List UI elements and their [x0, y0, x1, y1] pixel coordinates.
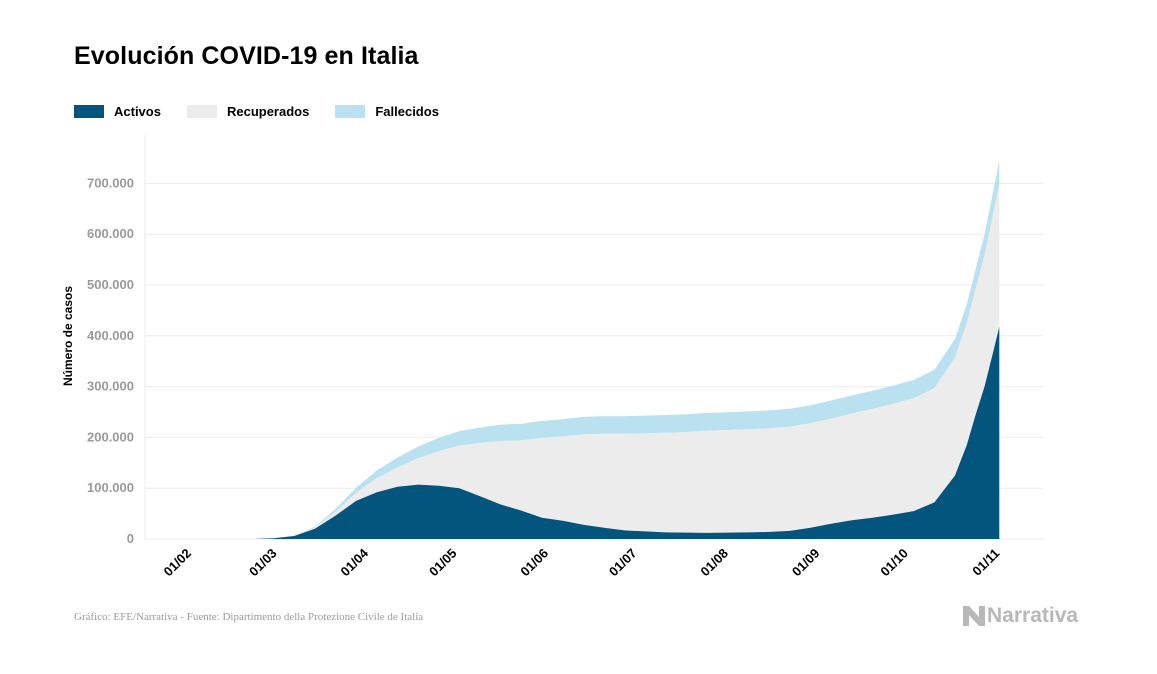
y-tick-label: 0: [127, 531, 134, 546]
y-axis-title: Número de casos: [61, 286, 75, 386]
x-tick-label: 01/11: [969, 546, 1002, 579]
chart-title: Evolución COVID-19 en Italia: [74, 42, 419, 70]
brand-name: Narrativa: [987, 604, 1079, 627]
legend-swatch-fallecidos: [335, 105, 366, 118]
legend-item-recuperados: Recuperados: [186, 104, 310, 119]
legend-label-recuperados: Recuperados: [226, 104, 310, 119]
chart-legend: Activos Recuperados Fallecidos: [74, 104, 465, 119]
area-activos: [255, 326, 1000, 539]
y-tick-label: 400.000: [87, 328, 134, 343]
y-tick-label: 100.000: [87, 480, 134, 495]
y-tick-label: 700.000: [87, 175, 134, 190]
x-tick-label: 01/06: [517, 546, 551, 580]
area-fallecidos: [255, 160, 1000, 539]
legend-item-fallecidos: Fallecidos: [335, 104, 439, 119]
x-tick-label: 01/03: [246, 546, 280, 580]
x-tick-label: 01/02: [161, 546, 195, 580]
brand-logo: Narrativa: [963, 604, 1078, 628]
legend-label-activos: Activos: [114, 104, 161, 119]
x-tick-label: 01/08: [697, 546, 731, 580]
legend-item-activos: Activos: [74, 104, 161, 119]
x-tick-label: 01/05: [426, 546, 460, 580]
area-recuperados: [255, 184, 1000, 539]
y-tick-label: 600.000: [87, 226, 134, 241]
y-tick-label: 500.000: [87, 277, 134, 292]
x-tick-label: 01/07: [606, 546, 640, 580]
source-credit: Gráfico: EFE/Narrativa - Fuente: Diparti…: [74, 611, 424, 623]
x-tick-label: 01/04: [338, 545, 372, 579]
legend-label-fallecidos: Fallecidos: [375, 104, 439, 119]
narrativa-n-logo-icon: [963, 606, 985, 626]
y-tick-label: 300.000: [87, 379, 134, 394]
y-tick-label: 200.000: [87, 429, 134, 444]
legend-swatch-activos: [74, 105, 104, 118]
legend-swatch-recuperados: [186, 105, 217, 118]
x-tick-label: 01/10: [877, 546, 911, 580]
area-layer: [255, 160, 1000, 539]
x-tick-label: 01/09: [789, 546, 823, 580]
